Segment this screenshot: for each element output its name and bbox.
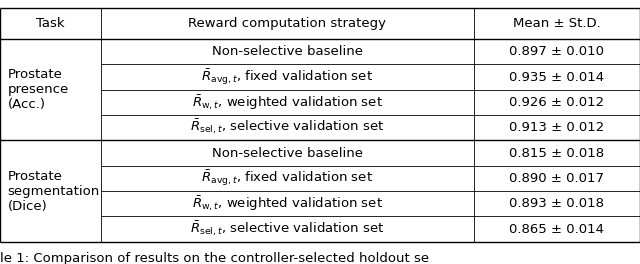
Text: $\bar{R}_{\mathrm{avg},t}$, fixed validation set: $\bar{R}_{\mathrm{avg},t}$, fixed valida… bbox=[202, 169, 373, 188]
Text: Prostate
presence
(Acc.): Prostate presence (Acc.) bbox=[8, 68, 69, 111]
Text: $\bar{R}_{\mathrm{avg},t}$, fixed validation set: $\bar{R}_{\mathrm{avg},t}$, fixed valida… bbox=[202, 67, 373, 87]
Text: $\bar{R}_{\mathrm{sel},t}$, selective validation set: $\bar{R}_{\mathrm{sel},t}$, selective va… bbox=[190, 118, 385, 137]
Text: 0.935 ± 0.014: 0.935 ± 0.014 bbox=[509, 70, 604, 84]
Text: $\bar{R}_{\mathrm{w},t}$, weighted validation set: $\bar{R}_{\mathrm{w},t}$, weighted valid… bbox=[192, 93, 383, 112]
Text: Prostate
segmentation
(Dice): Prostate segmentation (Dice) bbox=[8, 170, 100, 213]
Text: Mean ± St.D.: Mean ± St.D. bbox=[513, 17, 601, 30]
Text: Non-selective baseline: Non-selective baseline bbox=[212, 147, 363, 160]
Text: 0.815 ± 0.018: 0.815 ± 0.018 bbox=[509, 147, 604, 160]
Text: 0.897 ± 0.010: 0.897 ± 0.010 bbox=[509, 45, 604, 58]
Text: $\bar{R}_{\mathrm{sel},t}$, selective validation set: $\bar{R}_{\mathrm{sel},t}$, selective va… bbox=[190, 220, 385, 239]
Text: 0.890 ± 0.017: 0.890 ± 0.017 bbox=[509, 172, 604, 185]
Text: Reward computation strategy: Reward computation strategy bbox=[188, 17, 387, 30]
Text: 0.865 ± 0.014: 0.865 ± 0.014 bbox=[509, 223, 604, 236]
Text: le 1: Comparison of results on the controller-selected holdout se: le 1: Comparison of results on the contr… bbox=[0, 252, 429, 264]
Text: 0.913 ± 0.012: 0.913 ± 0.012 bbox=[509, 121, 604, 134]
Text: Task: Task bbox=[36, 17, 65, 30]
Text: $\bar{R}_{\mathrm{w},t}$, weighted validation set: $\bar{R}_{\mathrm{w},t}$, weighted valid… bbox=[192, 194, 383, 213]
Text: Non-selective baseline: Non-selective baseline bbox=[212, 45, 363, 58]
Text: 0.893 ± 0.018: 0.893 ± 0.018 bbox=[509, 197, 604, 210]
Text: 0.926 ± 0.012: 0.926 ± 0.012 bbox=[509, 96, 604, 109]
